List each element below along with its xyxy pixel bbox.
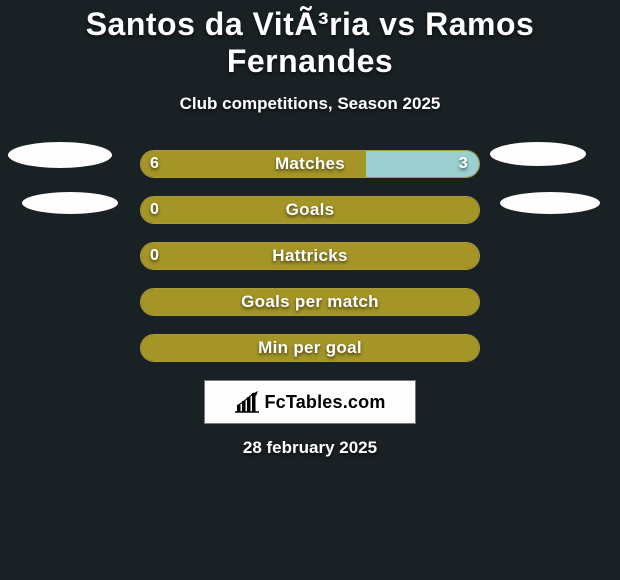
bar-chart-icon bbox=[234, 391, 260, 413]
player-ellipse-left bbox=[8, 142, 112, 168]
player-ellipse-left bbox=[22, 192, 118, 214]
stat-value-left: 6 bbox=[150, 155, 159, 173]
stat-value-right: 3 bbox=[459, 155, 468, 173]
footer-brand-text: FcTables.com bbox=[264, 392, 385, 413]
stat-label: Goals bbox=[140, 200, 480, 220]
stat-row: Min per goal bbox=[0, 334, 620, 362]
stat-row: Goals0 bbox=[0, 196, 620, 224]
stat-row: Matches6 3 bbox=[0, 150, 620, 178]
stat-row: Goals per match bbox=[0, 288, 620, 316]
stat-value-left: 0 bbox=[150, 201, 159, 219]
stat-value-left: 0 bbox=[150, 247, 159, 265]
stat-rows: Matches63Goals0Hattricks0Goals per match… bbox=[0, 150, 620, 362]
stat-row: Hattricks0 bbox=[0, 242, 620, 270]
stat-label: Goals per match bbox=[140, 292, 480, 312]
stat-label: Hattricks bbox=[140, 246, 480, 266]
stat-label: Matches bbox=[140, 154, 480, 174]
subtitle: Club competitions, Season 2025 bbox=[0, 94, 620, 114]
player-ellipse-right bbox=[500, 192, 600, 214]
footer-logo-box: FcTables.com bbox=[204, 380, 416, 424]
stat-label: Min per goal bbox=[140, 338, 480, 358]
footer-date: 28 february 2025 bbox=[0, 438, 620, 458]
page-title: Santos da VitÃ³ria vs Ramos Fernandes bbox=[0, 0, 620, 80]
player-ellipse-right bbox=[490, 142, 586, 166]
